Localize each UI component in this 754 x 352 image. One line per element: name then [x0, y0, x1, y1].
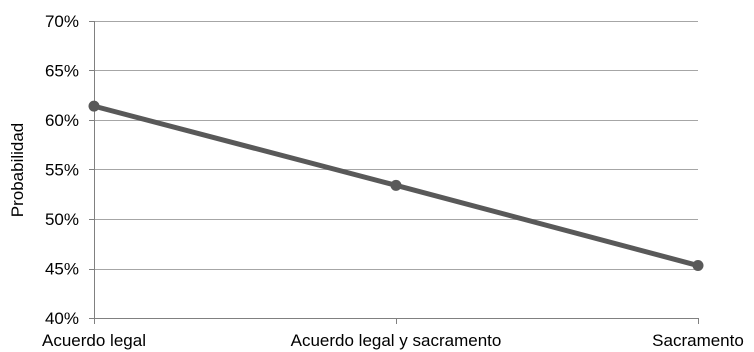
y-tick-label: 70%: [45, 12, 79, 31]
y-tick-label: 40%: [45, 309, 79, 328]
series-points: [88, 100, 704, 272]
gridlines: [94, 21, 698, 270]
data-point: [88, 100, 100, 112]
x-tick-labels: Acuerdo legal Acuerdo legal y sacramento S…: [42, 331, 744, 350]
y-tick-label: 65%: [45, 62, 79, 81]
y-tick-label: 50%: [45, 210, 79, 229]
y-tick-label: 60%: [45, 111, 79, 130]
y-tick-label: 55%: [45, 161, 79, 180]
y-axis-title: Probabilidad: [8, 123, 27, 218]
y-tick-labels: 40% 45% 50% 55% 60% 65% 70%: [45, 12, 79, 328]
axes: [89, 21, 699, 324]
data-point: [390, 179, 402, 191]
y-tick-label: 45%: [45, 260, 79, 279]
x-tick-label: Acuerdo legal: [42, 331, 146, 350]
x-tick-label: Sacramento: [652, 331, 744, 350]
x-tick-label: Acuerdo legal y sacramento: [291, 331, 502, 350]
data-point: [692, 260, 704, 272]
